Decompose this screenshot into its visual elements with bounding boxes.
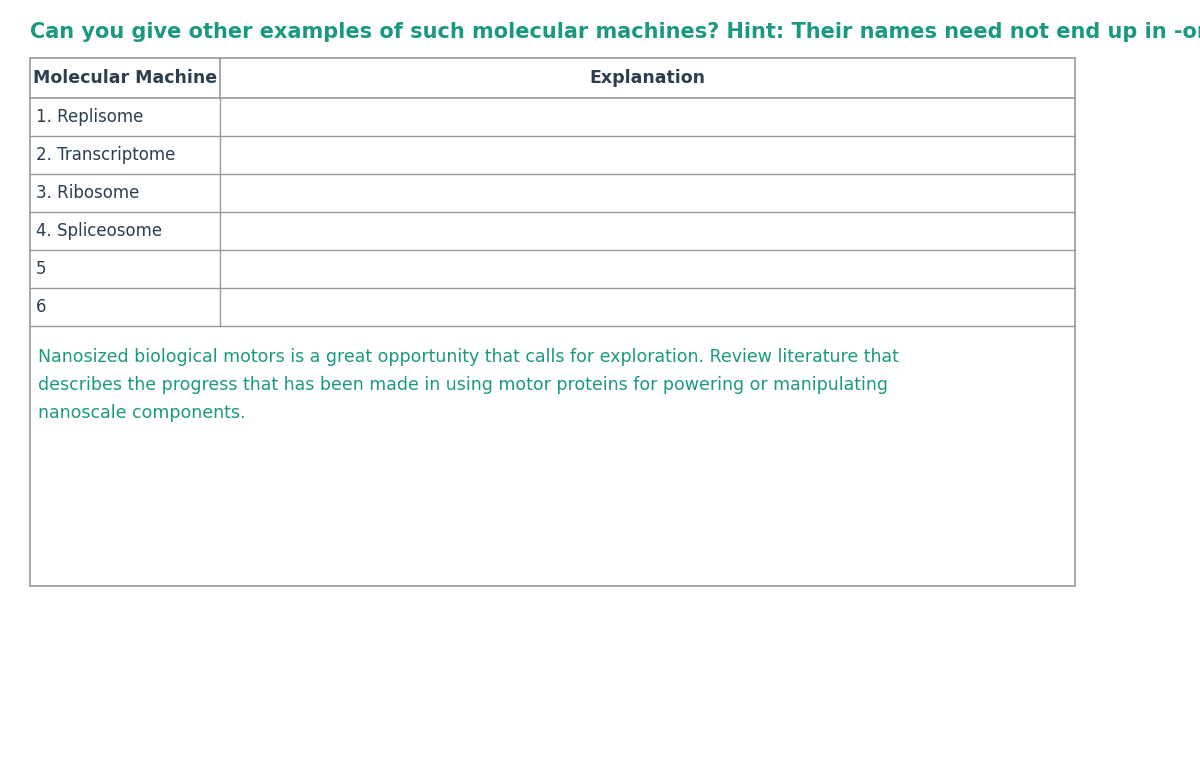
Text: 2. Transcriptome: 2. Transcriptome <box>36 146 175 164</box>
Bar <box>30 58 1075 586</box>
Text: Can you give other examples of such molecular machines? Hint: Their names need n: Can you give other examples of such mole… <box>30 22 1200 42</box>
Text: nanoscale components.: nanoscale components. <box>38 404 246 422</box>
Text: Molecular Machine: Molecular Machine <box>32 69 217 87</box>
Text: Explanation: Explanation <box>589 69 706 87</box>
Text: describes the progress that has been made in using motor proteins for powering o: describes the progress that has been mad… <box>38 376 888 394</box>
Text: 3. Ribosome: 3. Ribosome <box>36 184 139 202</box>
Text: 1. Replisome: 1. Replisome <box>36 108 143 126</box>
Text: Nanosized biological motors is a great opportunity that calls for exploration. R: Nanosized biological motors is a great o… <box>38 348 899 366</box>
Text: 5: 5 <box>36 260 47 278</box>
Text: 4. Spliceosome: 4. Spliceosome <box>36 222 162 240</box>
Text: 6: 6 <box>36 298 47 316</box>
